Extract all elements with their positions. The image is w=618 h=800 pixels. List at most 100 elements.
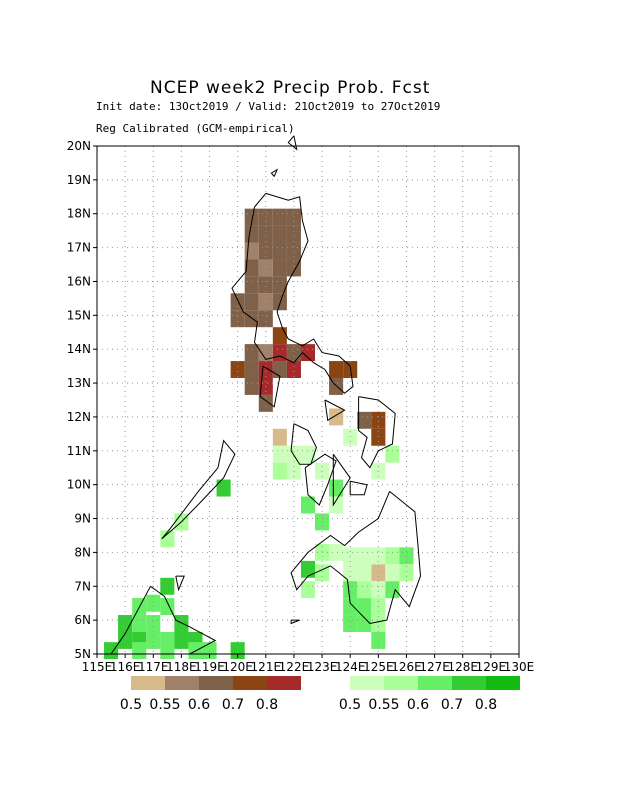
lon-tick-label: 117E [138, 660, 169, 674]
wet-cell [329, 496, 344, 514]
lat-tick-label: 19N [67, 173, 91, 187]
map-subtitle-dates: Init date: 13Oct2019 / Valid: 21Oct2019 … [96, 100, 441, 113]
dry-cell [329, 361, 344, 378]
lat-tick-label: 16N [67, 274, 91, 288]
dry-legend-label: 0.7 [222, 697, 244, 713]
wet-cell [399, 564, 414, 582]
wet-cell [118, 631, 133, 649]
dry-cell [258, 208, 273, 226]
wet-cell [385, 445, 400, 463]
coastline [304, 453, 337, 506]
dry-legend-swatch [131, 676, 165, 690]
dry-cell [272, 259, 287, 277]
lon-tick-label: 120E [222, 660, 253, 674]
lon-tick-label: 123E [307, 660, 338, 674]
dry-cell [244, 276, 259, 294]
wet-cell [343, 581, 358, 599]
wet-cell [174, 615, 189, 632]
coastline [349, 480, 368, 496]
wet-legend-swatch [384, 676, 418, 690]
wet-cell [343, 428, 358, 446]
wet-legend: 0.5 0.55 0.6 0.7 0.8 [339, 676, 520, 713]
dry-cell [258, 344, 273, 362]
dry-cell [286, 259, 301, 277]
wet-cell [230, 642, 245, 660]
dry-cell [258, 361, 273, 378]
wet-cell [357, 581, 372, 599]
wet-cell [160, 642, 175, 660]
lat-tick-label: 14N [67, 342, 91, 356]
dry-cell [272, 428, 287, 446]
dry-cell [272, 327, 287, 345]
lon-tick-label: 124E [335, 660, 366, 674]
dry-cell [244, 377, 259, 395]
coastline [259, 365, 281, 408]
wet-cell [272, 462, 287, 480]
lon-tick-label: 125E [363, 660, 394, 674]
map-title: NCEP week2 Precip Prob. Fcst [150, 78, 431, 98]
lon-tick-label: 118E [166, 660, 197, 674]
wet-cell [329, 543, 344, 561]
lon-tick-label: 128E [447, 660, 478, 674]
wet-cell [343, 564, 358, 582]
coastline [290, 619, 300, 625]
wet-cell [371, 615, 386, 632]
wet-cell [343, 547, 358, 565]
lon-tick-label: 115E [82, 660, 113, 674]
dry-cell [371, 411, 386, 429]
wet-legend-swatch [418, 676, 452, 690]
coastlines [110, 135, 422, 655]
wet-cell [357, 598, 372, 616]
coastline [358, 396, 396, 469]
wet-cell [146, 631, 161, 649]
wet-cell [300, 581, 316, 599]
lon-tick-label: 119E [194, 660, 225, 674]
wet-cell [132, 642, 147, 660]
lon-tick-label: 122E [279, 660, 310, 674]
dry-legend-swatch [165, 676, 199, 690]
coastline [231, 192, 354, 394]
dry-cell [230, 310, 245, 328]
lat-tick-label: 6N [74, 613, 91, 627]
dry-cell [244, 344, 259, 362]
dry-cell [286, 361, 301, 378]
dry-cell [300, 344, 316, 362]
wet-legend-label: 0.5 [339, 697, 361, 713]
latitude-tick-labels: 20N 19N 18N 17N 16N 15N 14N 13N 12N 11N 10N 9N 8N 7N 6… [67, 139, 97, 661]
dry-legend-swatch [267, 676, 301, 690]
dry-cell [286, 344, 301, 362]
dry-legend-label: 0.8 [256, 697, 278, 713]
lat-tick-label: 11N [67, 444, 91, 458]
lon-tick-label: 130E [504, 660, 535, 674]
dry-cell [230, 361, 245, 378]
lat-tick-label: 17N [67, 241, 91, 255]
dry-cell [258, 394, 273, 412]
wet-cell [385, 564, 400, 582]
dry-cell [258, 225, 273, 243]
dry-legend: 0.5 0.55 0.6 0.7 0.8 [120, 676, 301, 713]
wet-cell [286, 445, 301, 463]
dry-cell [258, 259, 273, 277]
wet-cell [300, 560, 316, 578]
dry-cell [272, 276, 287, 294]
dry-cell [286, 242, 301, 260]
dry-cell [286, 225, 301, 243]
map-subtitle-method: Reg Calibrated (GCM-empirical) [96, 122, 295, 135]
wet-cell [343, 615, 358, 632]
lon-tick-label: 121E [251, 660, 282, 674]
coastline [332, 453, 351, 507]
wet-cell [371, 581, 386, 599]
wet-cell [357, 564, 372, 582]
wet-probability-cells [104, 428, 414, 660]
wet-legend-label: 0.6 [407, 697, 429, 713]
wet-cell [300, 445, 316, 463]
wet-cell [357, 615, 372, 632]
lat-lon-gridlines [97, 146, 519, 654]
dry-cell [244, 293, 259, 311]
lat-tick-label: 9N [74, 512, 91, 526]
lat-tick-label: 10N [67, 478, 91, 492]
wet-cell [146, 615, 161, 632]
lat-tick-label: 5N [74, 647, 91, 661]
dry-cell [357, 411, 372, 429]
